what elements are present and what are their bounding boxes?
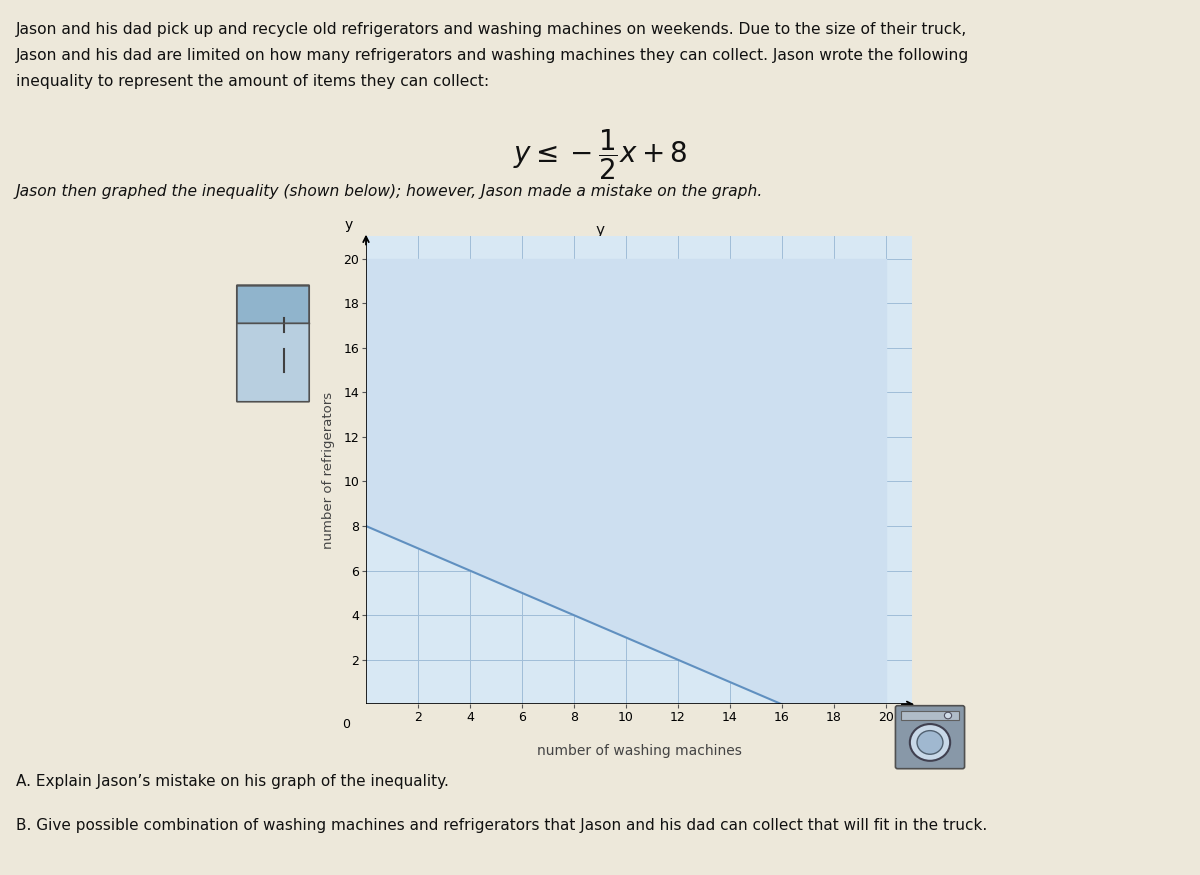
Circle shape: [910, 724, 950, 760]
Text: B. Give possible combination of washing machines and refrigerators that Jason an: B. Give possible combination of washing …: [16, 818, 986, 833]
Text: 0: 0: [342, 718, 350, 731]
Text: Jason and his dad pick up and recycle old refrigerators and washing machines on : Jason and his dad pick up and recycle ol…: [16, 22, 967, 37]
Text: Jason and his dad are limited on how many refrigerators and washing machines the: Jason and his dad are limited on how man…: [16, 48, 968, 63]
FancyBboxPatch shape: [236, 285, 310, 402]
Text: x: x: [920, 716, 929, 730]
Circle shape: [917, 731, 943, 754]
FancyBboxPatch shape: [895, 705, 965, 768]
FancyBboxPatch shape: [238, 286, 308, 323]
Text: number of washing machines: number of washing machines: [536, 744, 742, 758]
Text: inequality to represent the amount of items they can collect:: inequality to represent the amount of it…: [16, 74, 488, 89]
Y-axis label: number of refrigerators: number of refrigerators: [322, 392, 335, 549]
Polygon shape: [366, 258, 886, 704]
Bar: [901, 710, 959, 720]
Text: y: y: [344, 218, 353, 232]
Circle shape: [944, 712, 952, 719]
Text: Jason then graphed the inequality (shown below); however, Jason made a mistake o: Jason then graphed the inequality (shown…: [16, 184, 763, 199]
Text: $y \leq -\dfrac{1}{2}x + 8$: $y \leq -\dfrac{1}{2}x + 8$: [512, 127, 688, 181]
Text: A. Explain Jason’s mistake on his graph of the inequality.: A. Explain Jason’s mistake on his graph …: [16, 774, 449, 789]
Text: y: y: [595, 223, 605, 238]
